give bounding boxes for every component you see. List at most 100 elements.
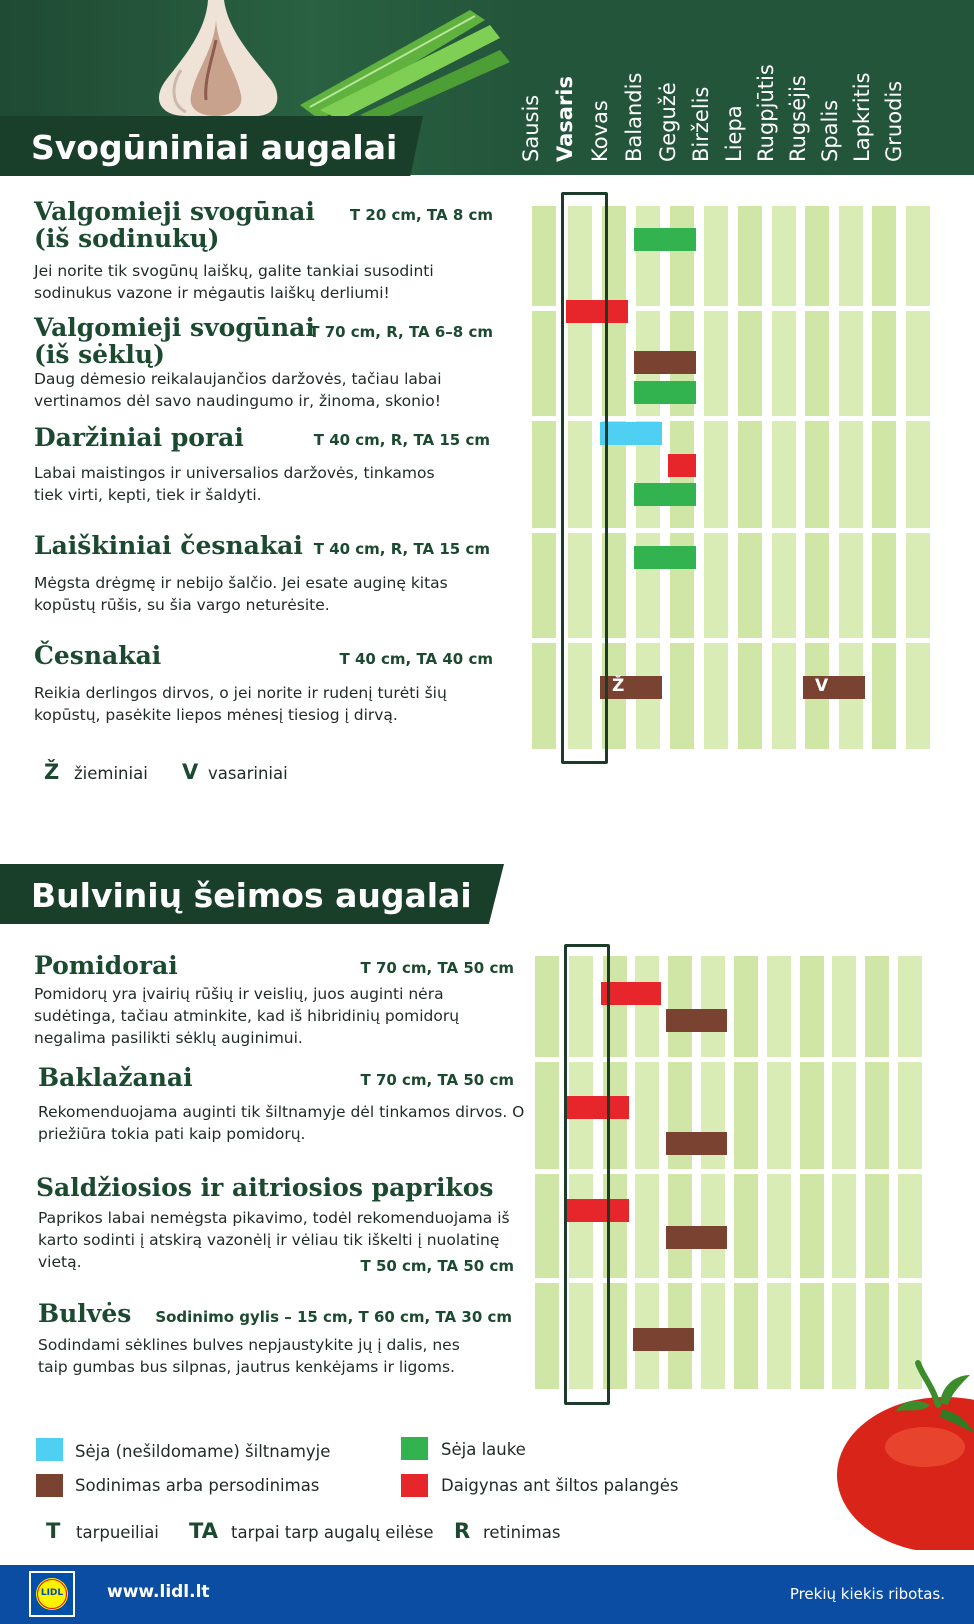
legend-swatch-planting	[36, 1474, 63, 1497]
plant-description: Reikia derlingos dirvos, o jei norite ir…	[34, 684, 447, 724]
abbreviation-text: retinimas	[483, 1523, 561, 1542]
legend-letter: Ž	[44, 760, 60, 784]
plant-description: Paprikos labai nemėgsta pikavimo, todėl …	[38, 1209, 510, 1271]
section1-title-bar: Svogūniniai augalai	[0, 116, 423, 176]
abbreviation-letter: R	[454, 1519, 471, 1543]
month-label-current: Vasaris	[553, 76, 577, 162]
legend-text: Sėja (nešildomame) šiltnamyje	[75, 1442, 331, 1461]
plant-spacing: Sodinimo gylis – 15 cm, T 60 cm, TA 30 c…	[155, 1308, 512, 1326]
plant-name: Daržiniai porai	[34, 423, 244, 452]
plant-name: Laiškiniai česnakai	[34, 531, 303, 560]
activity-mark: V	[815, 676, 829, 696]
logo-ring	[37, 1579, 67, 1609]
activity-bar-sowing-outdoor	[634, 381, 696, 404]
logo-circle: LIDL	[36, 1578, 68, 1610]
plant-description: Labai maistingos ir universalios daržovė…	[34, 464, 435, 504]
plant-spacing: T 70 cm, TA 50 cm	[360, 959, 514, 977]
row-separator	[532, 528, 932, 533]
month-label: Lapkritis	[850, 72, 874, 162]
plant-name: Pomidorai	[34, 951, 178, 980]
plant-description: Daug dėmesio reikalaujančios daržovės, t…	[34, 370, 442, 410]
plant-spacing: T 70 cm, R, TA 6–8 cm	[309, 323, 493, 341]
row-separator	[535, 1278, 930, 1283]
plant-description: Rekomenduojama auginti tik šiltnamyje dė…	[38, 1103, 525, 1143]
legend-text: Sodinimas arba persodinimas	[75, 1476, 320, 1495]
footer: LIDL www.lidl.lt Prekių kiekis ribotas.	[0, 1565, 974, 1624]
plant-spacing: T 40 cm, TA 40 cm	[339, 650, 493, 668]
current-month-highlight	[564, 944, 610, 1405]
row-separator	[532, 306, 932, 311]
month-label: Kovas	[588, 100, 612, 162]
section1-title: Svogūniniai augalai	[31, 128, 398, 167]
activity-bar-sowing-outdoor	[634, 228, 696, 251]
activity-bar-planting	[666, 1132, 727, 1155]
plant-description: Pomidorų yra įvairių rūšių ir veislių, j…	[34, 985, 460, 1047]
activity-bar-seedlings-windowsill	[567, 1199, 629, 1222]
month-label: Balandis	[622, 72, 646, 162]
month-column	[906, 206, 930, 749]
month-column	[532, 206, 556, 749]
garlic-illustration	[158, 0, 278, 116]
abbreviation-letter: T	[46, 1519, 61, 1543]
lidl-logo[interactable]: LIDL	[29, 1571, 75, 1617]
website-link[interactable]: www.lidl.lt	[107, 1582, 210, 1602]
activity-bar-planting	[666, 1009, 727, 1032]
plant-description: Mėgsta drėgmę ir nebijo šalčio. Jei esat…	[34, 574, 448, 614]
month-column	[704, 206, 728, 749]
activity-bar-seedlings-windowsill	[567, 1096, 629, 1119]
plant-spacing: T 40 cm, R, TA 15 cm	[313, 540, 490, 558]
current-month-highlight	[561, 192, 608, 764]
legend-text: Sėja lauke	[441, 1440, 526, 1459]
activity-mark: Ž	[612, 676, 625, 696]
activity-bar-seedlings-windowsill	[566, 300, 628, 323]
plant-name: Valgomieji svogūnai (iš sodinukų)	[34, 197, 315, 253]
activity-bar-planting: Ž	[600, 676, 662, 699]
tomato-illustration	[837, 1360, 974, 1550]
legend-swatch-outdoor	[401, 1437, 428, 1460]
activity-bar-sowing-greenhouse	[600, 422, 662, 445]
month-label: Gegužė	[656, 82, 680, 162]
month-column	[670, 206, 694, 749]
legend-text: Daigynas ant šiltos palangės	[441, 1476, 679, 1495]
month-label: Spalis	[818, 99, 842, 162]
logo-text: LIDL	[40, 1588, 64, 1598]
activity-bar-planting: V	[803, 676, 865, 699]
month-label: Gruodis	[882, 80, 906, 162]
section2-title: Bulvinių šeimos augalai	[31, 876, 472, 915]
legend-swatch-windowsill	[401, 1474, 428, 1497]
activity-bar-planting	[633, 1328, 694, 1351]
plant-description: Jei norite tik svogūnų laiškų, galite ta…	[34, 262, 434, 302]
footer-note: Prekių kiekis ribotas.	[789, 1585, 945, 1603]
plant-name: Valgomieji svogūnai (iš sėklų)	[34, 313, 315, 369]
planting-calendar-2	[535, 956, 930, 1389]
activity-bar-seedlings-windowsill	[668, 454, 696, 477]
legend-text: vasariniai	[208, 764, 288, 783]
abbreviation-letter: TA	[189, 1519, 218, 1543]
month-label: Liepa	[722, 105, 746, 162]
activity-bar-planting	[634, 351, 696, 374]
plant-name: Česnakai	[34, 641, 162, 670]
month-label: Rugpjūtis	[754, 64, 778, 162]
section2-title-bar: Bulvinių šeimos augalai	[0, 864, 504, 924]
month-label: Sausis	[519, 94, 543, 162]
row-separator	[535, 1057, 930, 1062]
month-column	[738, 206, 762, 749]
month-column	[568, 206, 592, 749]
plant-spacing: T 20 cm, TA 8 cm	[349, 206, 493, 224]
leek-illustration	[300, 10, 510, 120]
month-column	[872, 206, 896, 749]
plant-spacing: T 40 cm, R, TA 15 cm	[313, 431, 490, 449]
plant-spacing: T 70 cm, TA 50 cm	[360, 1071, 514, 1089]
abbreviation-text: tarpueiliai	[76, 1523, 159, 1542]
month-column	[636, 206, 660, 749]
activity-bar-seedlings-windowsill	[601, 982, 661, 1005]
plant-name: Bulvės	[38, 1299, 132, 1328]
legend-swatch-greenhouse	[36, 1438, 63, 1461]
legend-text: žieminiai	[74, 764, 148, 783]
month-column	[839, 206, 863, 749]
plant-name: Baklažanai	[38, 1063, 193, 1092]
row-separator	[535, 1169, 930, 1174]
plant-description: Sodindami sėklines bulves nepjaustykite …	[38, 1336, 460, 1376]
month-column	[805, 206, 829, 749]
